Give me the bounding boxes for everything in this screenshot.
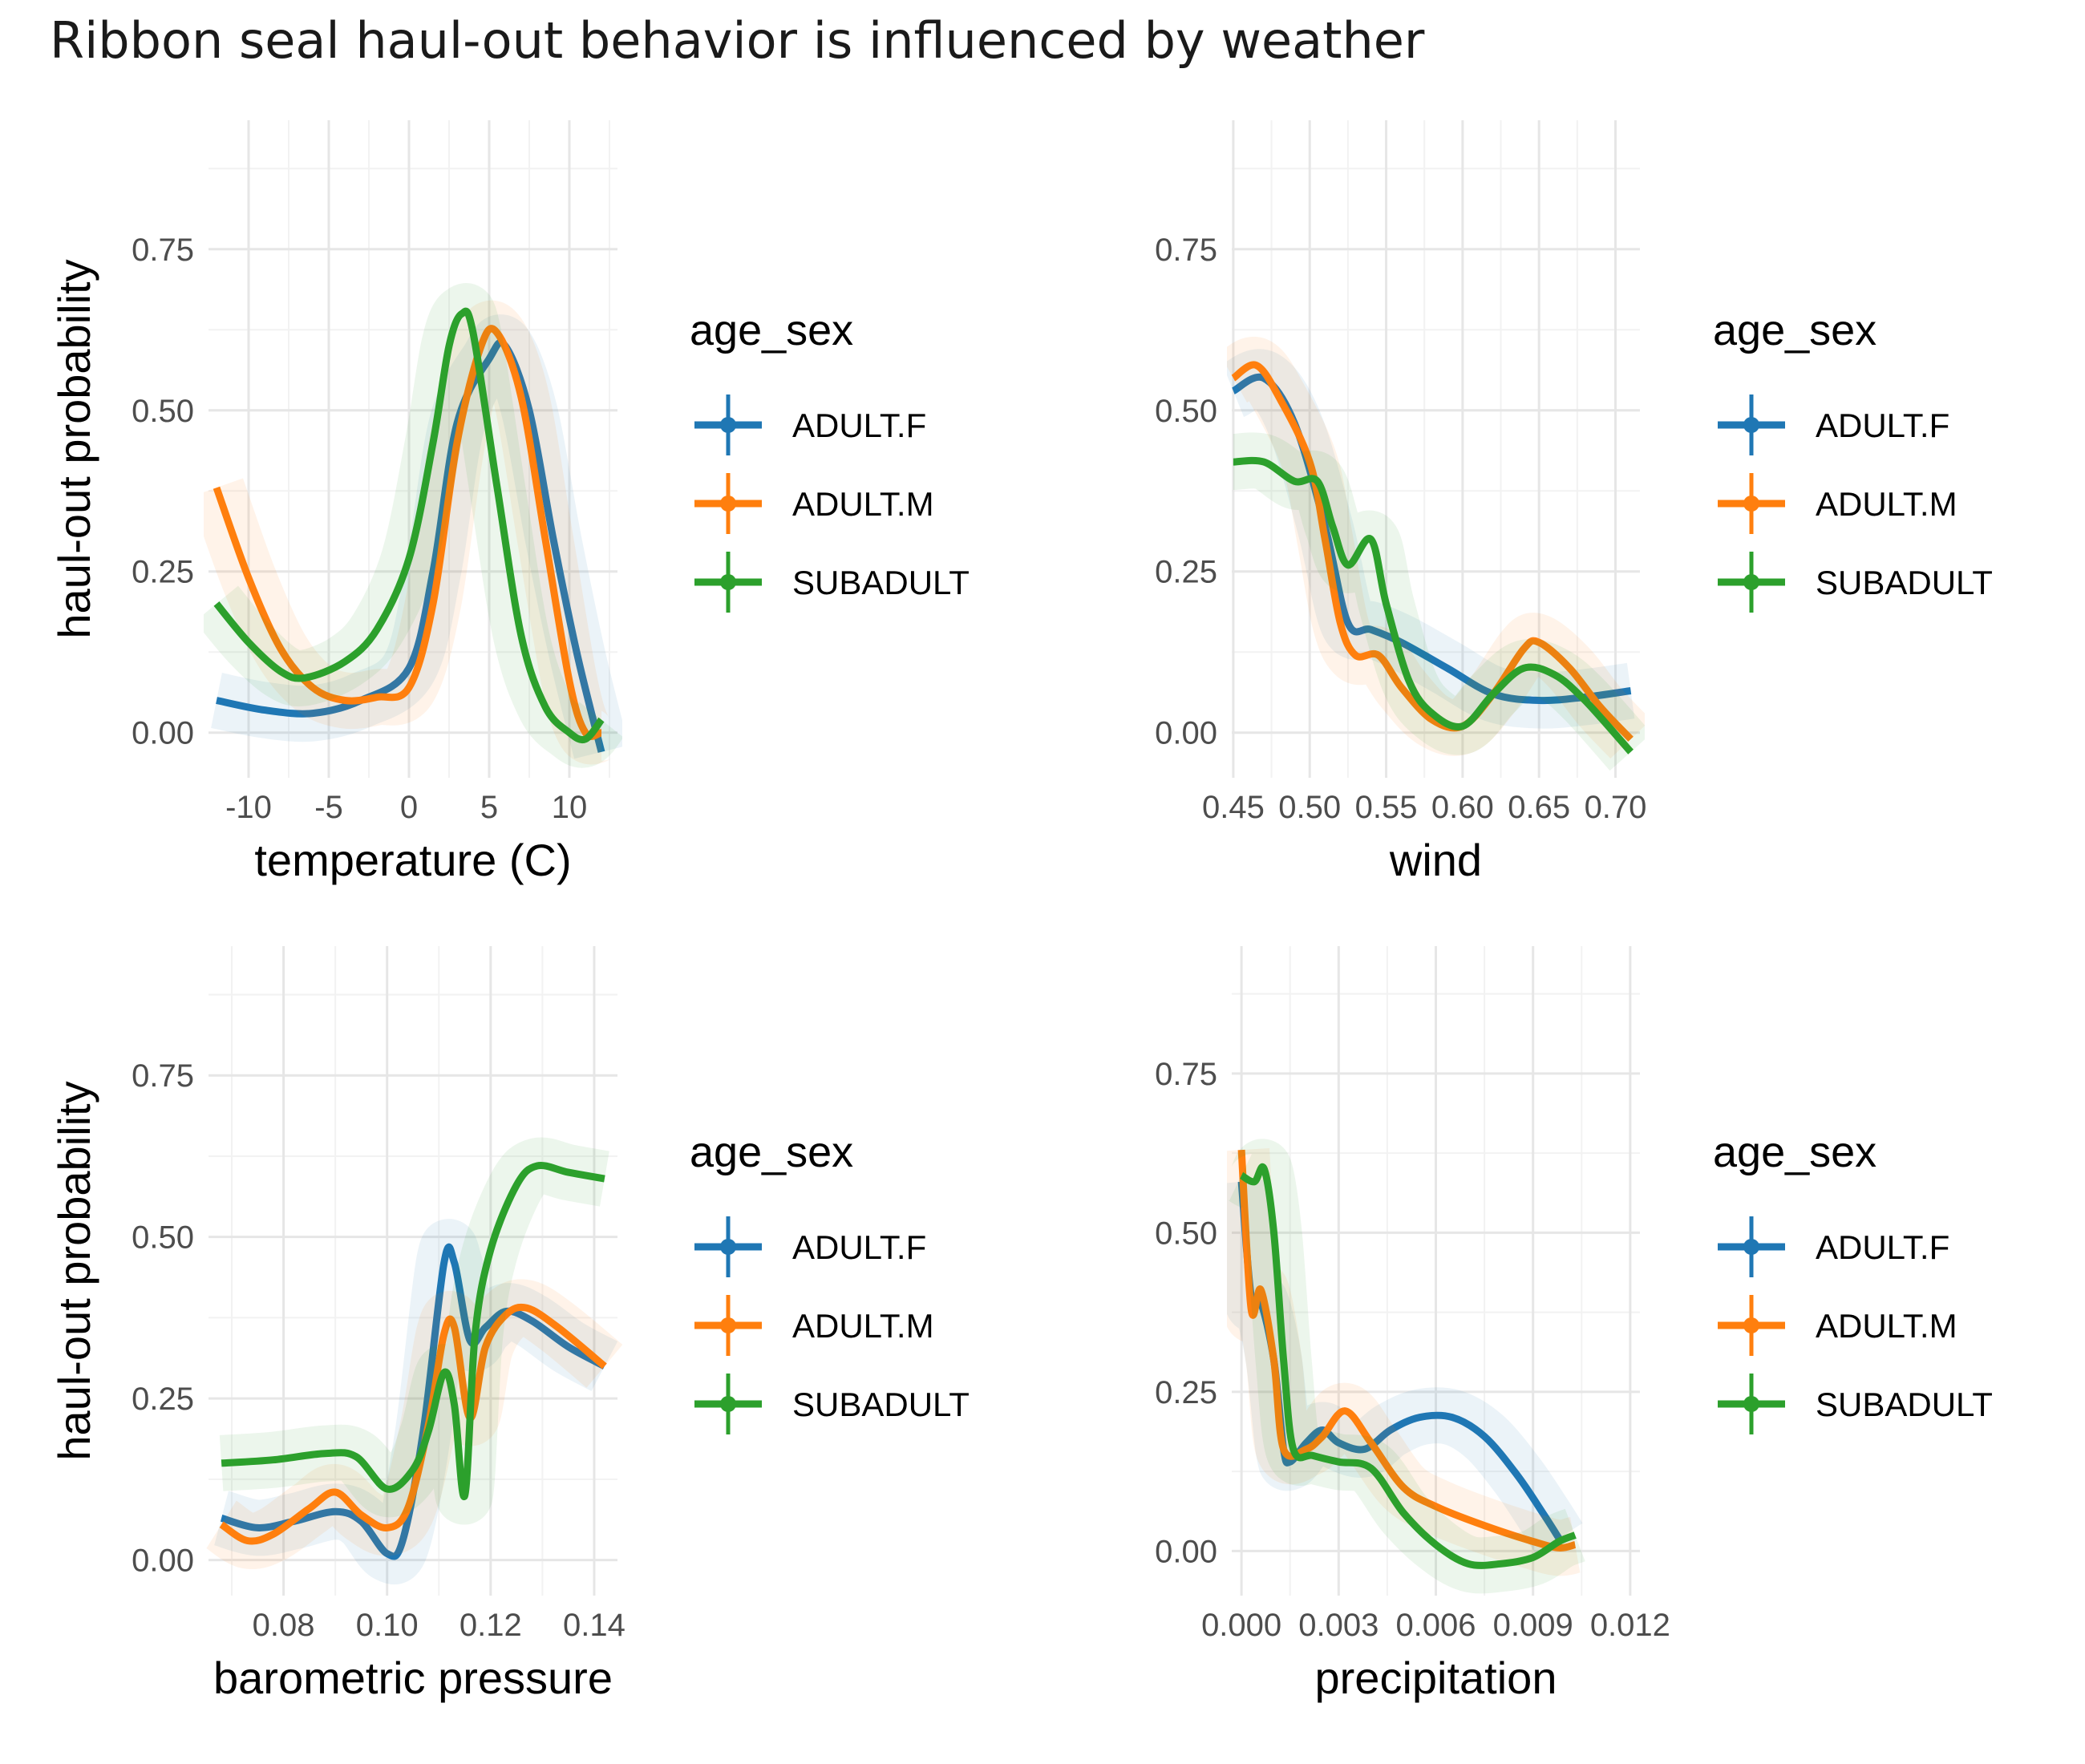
x-tick-label: 0.55 [1355, 790, 1418, 825]
legend-key [1718, 552, 1785, 613]
legend: age_sex ADULT.F ADULT.M SUBADULT [1713, 1128, 1993, 1434]
y-tick-label: 0.75 [132, 233, 194, 268]
series-line-subadult [221, 1161, 605, 1500]
x-axis-title: temperature (C) [254, 835, 571, 885]
y-tick-label: 0.75 [1155, 1057, 1217, 1092]
x-tick-label: 10 [552, 790, 588, 825]
y-tick-label: 0.00 [1155, 716, 1217, 751]
legend-label: ADULT.F [792, 1228, 926, 1266]
legend-label: ADULT.F [1816, 1228, 1949, 1266]
y-tick-label: 0.50 [1155, 394, 1217, 429]
legend-label: SUBADULT [1816, 564, 1993, 601]
x-tick-label: 0.65 [1508, 790, 1570, 825]
legend-label: SUBADULT [792, 564, 970, 601]
x-tick-label: 0.000 [1201, 1608, 1281, 1643]
panel-4: 0.00 0.25 0.50 0.75 0.000 0.003 0.006 0.009 0.01… [1155, 946, 1993, 1703]
x-tick-label: 0.08 [253, 1608, 315, 1643]
y-tick-label: 0.25 [1155, 555, 1217, 590]
chart-title: Ribbon seal haul-out behavior is influen… [50, 11, 1425, 70]
x-tick-label: 0 [400, 790, 418, 825]
x-tick-label: -10 [225, 790, 272, 825]
y-tick-label: 0.00 [132, 1544, 194, 1579]
x-axis-title: wind [1389, 835, 1482, 885]
panel-3: 0.00 0.25 0.50 0.75 0.08 0.10 0.12 0.14 barometr… [49, 946, 970, 1703]
legend-title: age_sex [690, 1128, 853, 1176]
series-line-adult-m [1237, 1149, 1577, 1552]
x-tick-label: -5 [314, 790, 343, 825]
x-axis-title: barometric pressure [213, 1653, 613, 1703]
legend-key [694, 1374, 762, 1434]
y-tick-label: 0.00 [1155, 1534, 1217, 1569]
legend-label: SUBADULT [792, 1386, 970, 1423]
legend-label: ADULT.F [792, 407, 926, 444]
x-tick-label: 0.14 [563, 1608, 626, 1643]
x-tick-label: 0.60 [1431, 790, 1494, 825]
legend-title: age_sex [1713, 1128, 1876, 1176]
series-line-subadult [1233, 456, 1634, 755]
y-tick-label: 0.25 [132, 555, 194, 590]
panel-2: 0.00 0.25 0.50 0.75 0.45 0.50 0.55 0.60 0.65 0.70… [1155, 120, 1993, 885]
y-tick-label: 0.75 [132, 1058, 194, 1094]
legend-title: age_sex [1713, 306, 1876, 354]
legend-key [694, 552, 762, 613]
legend-key [1718, 473, 1785, 534]
legend: age_sex ADULT.F ADULT.M SUBADULT [690, 306, 970, 613]
legend-label: ADULT.M [792, 1307, 934, 1345]
legend-key [1718, 1295, 1785, 1356]
legend-key [694, 394, 762, 455]
y-tick-label: 0.00 [132, 716, 194, 751]
x-tick-label: 0.45 [1202, 790, 1265, 825]
legend-label: ADULT.F [1816, 407, 1949, 444]
legend-key [694, 473, 762, 534]
series-line-subadult [1239, 1163, 1577, 1569]
legend-key [1718, 394, 1785, 455]
y-tick-label: 0.25 [132, 1382, 194, 1417]
y-axis-title: haul-out probability [49, 1081, 99, 1460]
series-line-adult-m [1231, 361, 1634, 742]
x-tick-label: 0.10 [356, 1608, 419, 1643]
legend-key [694, 1295, 762, 1356]
legend-label: ADULT.M [1816, 485, 1957, 523]
y-axis-title: haul-out probability [49, 259, 99, 638]
legend-title: age_sex [690, 306, 853, 354]
y-tick-label: 0.75 [1155, 233, 1217, 268]
x-tick-label: 5 [480, 790, 498, 825]
panel-1: 0.00 0.25 0.50 0.75 -10 -5 0 5 10 temperature (C)… [49, 120, 970, 885]
panels: 0.00 0.25 0.50 0.75 -10 -5 0 5 10 temperature (C)… [49, 120, 1993, 1703]
legend-label: ADULT.M [1816, 1307, 1957, 1345]
y-tick-label: 0.25 [1155, 1375, 1217, 1410]
legend: age_sex ADULT.F ADULT.M SUBADULT [1713, 306, 1993, 613]
x-tick-label: 0.006 [1395, 1608, 1476, 1643]
legend-key [1718, 1374, 1785, 1434]
x-tick-label: 0.12 [460, 1608, 522, 1643]
legend-key [694, 1216, 762, 1277]
x-axis-title: precipitation [1315, 1653, 1557, 1703]
x-tick-label: 0.009 [1493, 1608, 1573, 1643]
legend-key [1718, 1216, 1785, 1277]
y-tick-label: 0.50 [132, 1220, 194, 1256]
legend: age_sex ADULT.F ADULT.M SUBADULT [690, 1128, 970, 1434]
series-band-subadult [1231, 432, 1645, 771]
series-line-subadult [213, 307, 605, 744]
y-tick-label: 0.50 [132, 394, 194, 429]
x-tick-label: 0.50 [1278, 790, 1341, 825]
x-tick-label: 0.012 [1590, 1608, 1670, 1643]
x-tick-label: 0.003 [1298, 1608, 1379, 1643]
legend-label: SUBADULT [1816, 1386, 1993, 1423]
legend-label: ADULT.M [792, 485, 934, 523]
y-tick-label: 0.50 [1155, 1216, 1217, 1251]
x-tick-label: 0.70 [1585, 790, 1647, 825]
